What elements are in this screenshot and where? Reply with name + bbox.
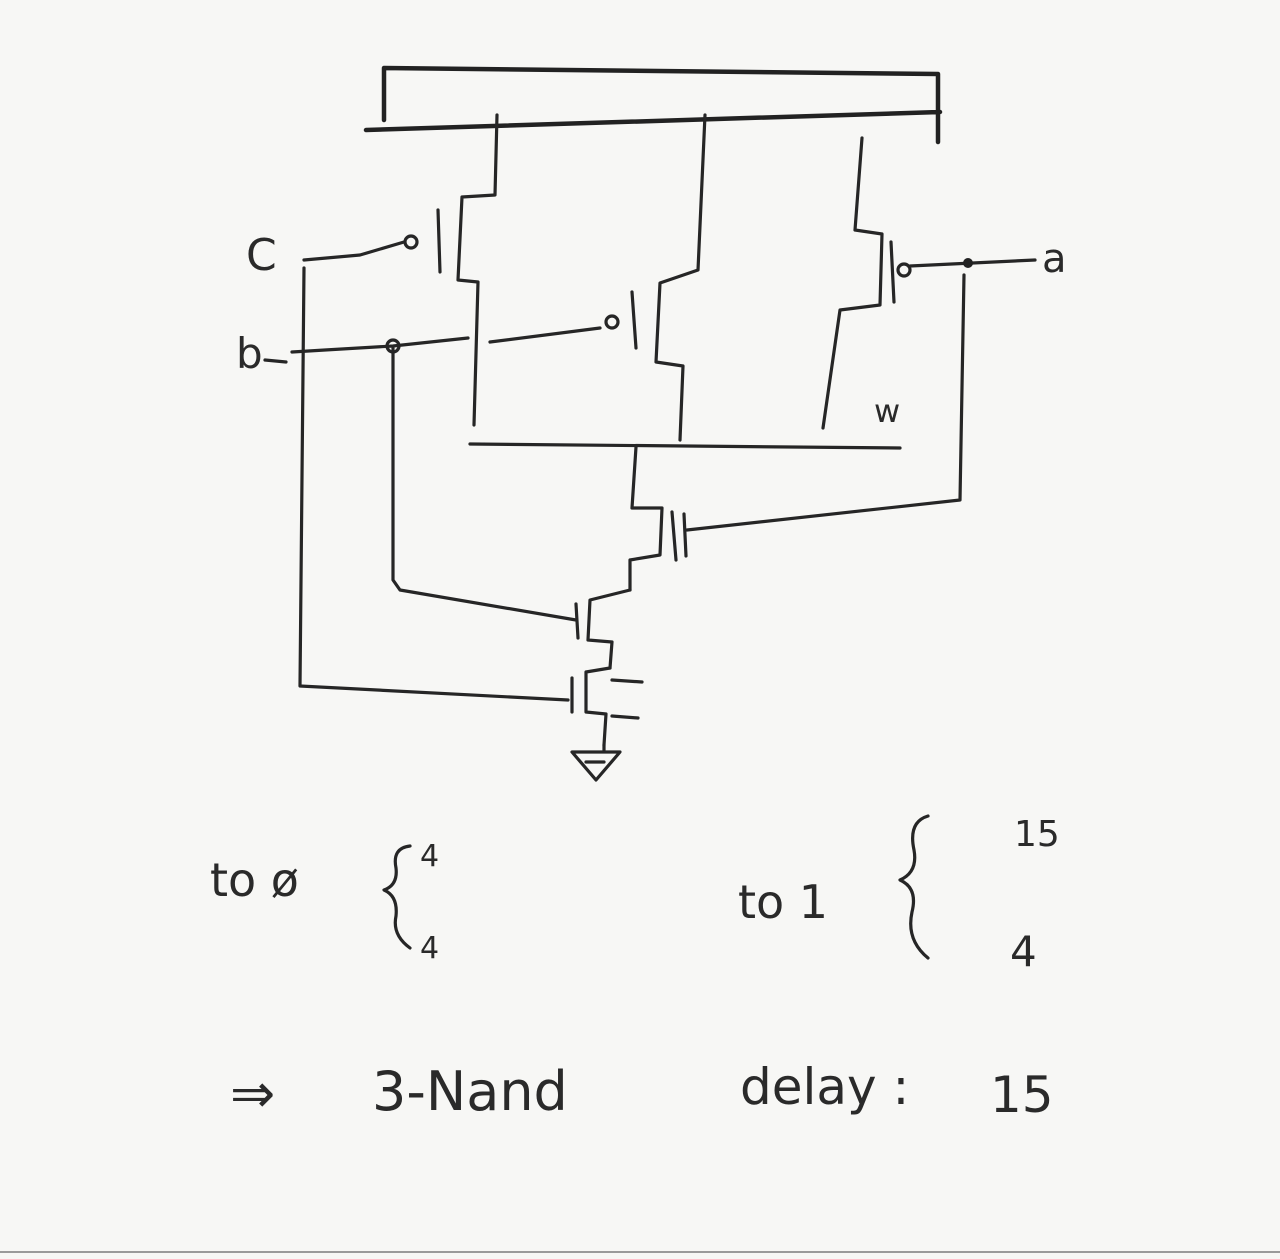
output-node-bus bbox=[468, 442, 902, 450]
conclusion-delay-value: 15 bbox=[990, 1066, 1054, 1124]
nmos-a-transistor bbox=[628, 273, 966, 592]
conclusion-arrow: ⇒ bbox=[230, 1062, 275, 1125]
nmos-b-transistor bbox=[391, 346, 632, 670]
conclusion-delay-label: delay : bbox=[740, 1058, 909, 1116]
note-to-zero: to ø bbox=[210, 853, 299, 907]
note-to-zero-top: 4 bbox=[420, 839, 439, 874]
input-a-label: a bbox=[1042, 236, 1067, 282]
conclusion-gate: 3-Nand bbox=[372, 1060, 568, 1123]
note-to-one-top: 15 bbox=[1014, 814, 1060, 855]
pmos-c-transistor bbox=[403, 113, 499, 427]
pmos-b-transistor bbox=[604, 113, 707, 442]
note-to-zero-bottom: 4 bbox=[420, 931, 439, 966]
note-to-one: to 1 bbox=[738, 875, 828, 929]
ground-icon bbox=[570, 743, 622, 782]
input-a-wire bbox=[908, 258, 1037, 268]
nmos-c-transistor bbox=[298, 266, 644, 747]
input-c-wire bbox=[302, 240, 406, 262]
brace-left-icon bbox=[382, 844, 412, 950]
input-b-wire bbox=[290, 326, 602, 354]
input-c-label: C bbox=[246, 230, 277, 281]
note-to-one-bottom: 4 bbox=[1010, 927, 1037, 976]
vdd-rail bbox=[363, 65, 943, 145]
node-w-label: w bbox=[874, 392, 900, 430]
brace-right-icon bbox=[898, 814, 930, 960]
pmos-a-transistor bbox=[821, 136, 912, 430]
input-b-label: b bbox=[236, 329, 263, 378]
